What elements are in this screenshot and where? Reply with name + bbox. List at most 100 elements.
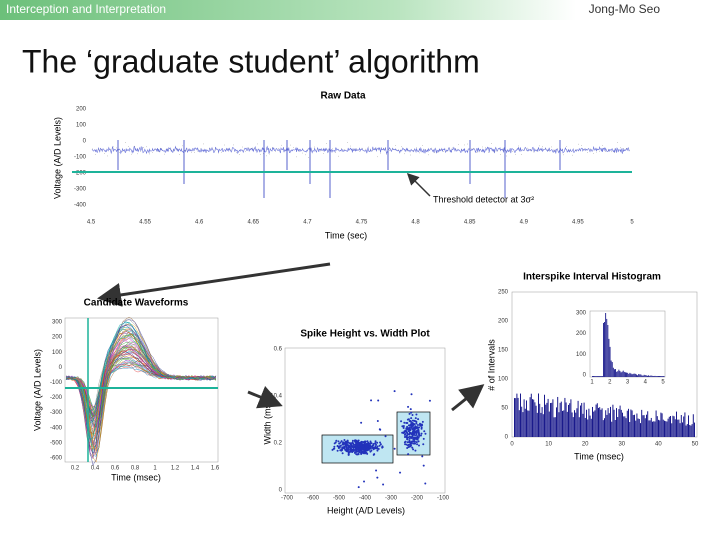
x-tick-label: 4.9 (520, 220, 529, 226)
scatter-dot (342, 442, 345, 445)
isi-bar (623, 416, 625, 437)
scatter-dot (344, 448, 347, 451)
dot (530, 150, 531, 152)
isi-bar (646, 414, 647, 437)
inset-bar (592, 376, 593, 377)
x-tick-label: -200 (411, 496, 424, 502)
dot (218, 152, 219, 154)
scatter-dot (384, 435, 387, 438)
isi-bar (556, 407, 557, 437)
scatter-dot (344, 440, 347, 443)
dot (416, 147, 417, 149)
scatter-dot (409, 445, 412, 448)
isi-bar (577, 400, 579, 437)
scatter-dot (357, 453, 360, 456)
scatter-dot (414, 420, 417, 423)
y-tick-label: 0.2 (274, 441, 283, 447)
isi-bar (629, 421, 631, 437)
inset-bar (627, 372, 629, 377)
scatter-dot (365, 443, 368, 446)
scatter-dot (369, 440, 372, 443)
inset-bar (604, 321, 605, 377)
isi-bar (636, 413, 638, 437)
scatter-dot (417, 430, 420, 433)
dot (395, 145, 396, 146)
scatter-dot (418, 433, 421, 436)
dot (287, 146, 288, 147)
dot (299, 151, 300, 153)
scatter-dot (417, 428, 420, 431)
dot (446, 150, 447, 152)
scatter-dot (337, 440, 340, 443)
scatter-dot (412, 442, 415, 445)
dot (578, 143, 579, 145)
scatter-dot (334, 441, 337, 444)
scatter-dot (413, 440, 416, 443)
dot (386, 153, 387, 155)
dot (350, 145, 351, 147)
scatter-dot (415, 433, 418, 436)
isi-bar (650, 417, 652, 437)
isi-bar (690, 425, 692, 437)
scatter-dot (370, 449, 373, 452)
scatter-dot (375, 446, 378, 449)
isi-bar (566, 411, 568, 437)
scatter-dot (416, 435, 419, 438)
inset-bar (608, 338, 610, 377)
isi-bar (694, 422, 695, 437)
scatter-dot (407, 405, 410, 408)
scatter-dot (404, 443, 407, 446)
dot (116, 147, 117, 149)
dot (437, 152, 438, 153)
dot (194, 152, 195, 153)
dot (188, 148, 189, 150)
dot (179, 154, 180, 155)
inset-bar (633, 373, 635, 377)
scatter-dot (414, 434, 417, 437)
dot (227, 148, 228, 150)
scatter-dot (404, 433, 407, 436)
scatter-dot (365, 448, 368, 451)
waveform (65, 324, 217, 455)
isi-bar (518, 410, 520, 437)
isi-bar (601, 408, 603, 437)
scatter-title: Spike Height vs. Width Plot (300, 329, 430, 340)
dot (149, 153, 150, 155)
y-tick-label: 200 (576, 331, 587, 337)
isi-bar (676, 411, 677, 437)
dot (326, 143, 327, 145)
scatter-dot (354, 444, 357, 447)
dot (413, 150, 414, 152)
dot (551, 146, 552, 148)
scatter-dot (360, 452, 363, 455)
scatter-dot (362, 452, 365, 455)
scatter-dot (414, 449, 417, 452)
dot (254, 148, 255, 150)
x-tick-label: 4.7 (303, 220, 312, 226)
waveform (65, 329, 217, 440)
scatter-dot (363, 447, 366, 450)
dot (245, 151, 246, 153)
dot (410, 154, 411, 156)
isi-bar (529, 397, 531, 437)
dot (557, 148, 558, 149)
isi-bar (665, 421, 667, 437)
dot (125, 142, 126, 143)
dot (239, 154, 240, 155)
dot (131, 153, 132, 155)
y-tick-label: 0 (83, 139, 87, 145)
scatter-dot (372, 453, 375, 456)
isi-bar (653, 421, 655, 437)
dot (554, 150, 555, 151)
scatter-dot (363, 440, 366, 443)
isi-bar (608, 413, 610, 437)
isi-bar (658, 419, 659, 437)
scatter-dot (400, 420, 403, 423)
isi-bar (682, 422, 683, 437)
dot (257, 143, 258, 145)
isi-bar (586, 409, 587, 437)
dot (542, 146, 543, 147)
y-tick-label: 100 (52, 350, 63, 356)
dot (362, 148, 363, 149)
dot (104, 153, 105, 154)
